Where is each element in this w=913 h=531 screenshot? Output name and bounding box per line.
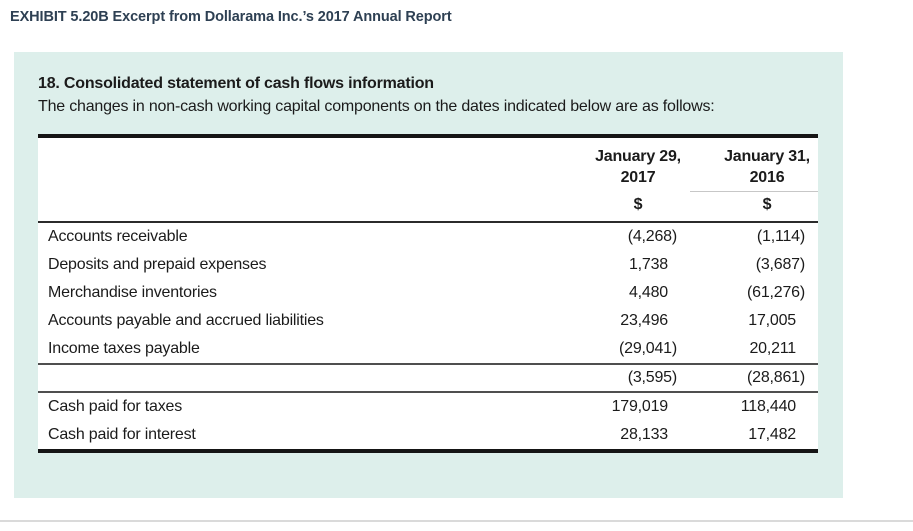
row-value-2016: 17,482 bbox=[748, 426, 796, 443]
total-row-label bbox=[38, 363, 560, 393]
row-value-2017: (4,268) bbox=[627, 228, 677, 245]
row-value-2017: 1,738 bbox=[628, 256, 668, 273]
column-header-2017-line1: January 29, bbox=[595, 148, 681, 166]
table-row-cash-paid-taxes: Cash paid for taxes 179,019 118,440 bbox=[38, 392, 818, 421]
total-value-2016: (28,861) bbox=[690, 363, 818, 393]
row-value-2017: 4,480 bbox=[628, 284, 668, 301]
row-value-2016: (3,687) bbox=[755, 256, 805, 273]
row-value-2016: (61,276) bbox=[747, 284, 805, 301]
total-value-2017: (3,595) bbox=[560, 363, 690, 393]
row-value-2017: 23,496 bbox=[620, 312, 668, 329]
column-header-2017: January 29, 2017 bbox=[560, 136, 690, 192]
row-value-2017: 28,133 bbox=[620, 426, 668, 443]
exhibit-panel: 18. Consolidated statement of cash flows… bbox=[14, 52, 843, 498]
header-row-units: $ $ bbox=[38, 191, 818, 223]
page-bottom-divider bbox=[0, 520, 913, 522]
column-header-2016-line1: January 31, bbox=[724, 148, 810, 165]
table-row-cash-paid-interest: Cash paid for interest 28,133 17,482 bbox=[38, 421, 818, 451]
row-label: Merchandise inventories bbox=[48, 284, 217, 301]
note-heading: 18. Consolidated statement of cash flows… bbox=[38, 75, 434, 92]
row-label: Deposits and prepaid expenses bbox=[48, 256, 267, 273]
row-label: Cash paid for taxes bbox=[48, 398, 183, 415]
row-value-2016: 17,005 bbox=[748, 312, 796, 329]
table-row-accounts-payable: Accounts payable and accrued liabilities… bbox=[38, 307, 818, 335]
row-value-2017: 179,019 bbox=[611, 398, 669, 415]
note-subheading: The changes in non-cash working capital … bbox=[38, 98, 715, 115]
column-header-2016: January 31, 2016 bbox=[690, 136, 818, 192]
column-header-2017-line2: 2017 bbox=[620, 169, 656, 187]
row-label: Cash paid for interest bbox=[48, 426, 196, 443]
row-value-2016: (1,114) bbox=[756, 228, 805, 245]
row-label: Income taxes payable bbox=[48, 340, 200, 357]
column-header-2016-line2: 2016 bbox=[749, 169, 785, 186]
dollar-sign-2017: $ bbox=[560, 191, 690, 223]
row-value-2016: 118,440 bbox=[740, 398, 796, 415]
row-value-2016: 20,211 bbox=[749, 340, 796, 357]
row-label: Accounts receivable bbox=[48, 228, 188, 245]
table-row-deposits-prepaid: Deposits and prepaid expenses 1,738 (3,6… bbox=[38, 251, 818, 279]
table-row-merchandise-inventories: Merchandise inventories 4,480 (61,276) bbox=[38, 279, 818, 307]
table-row-accounts-receivable: Accounts receivable (4,268) (1,114) bbox=[38, 222, 818, 251]
exhibit-title: EXHIBIT 5.20B Excerpt from Dollarama Inc… bbox=[10, 9, 452, 25]
header-label-spacer bbox=[38, 136, 560, 192]
row-value-2017: (29,041) bbox=[619, 340, 677, 357]
table-row-income-taxes-payable: Income taxes payable (29,041) 20,211 bbox=[38, 335, 818, 364]
cash-flow-table: January 29, 2017 January 31, 2016 $ $ Ac bbox=[38, 134, 818, 453]
unit-label-spacer bbox=[38, 191, 560, 223]
total-row: (3,595) (28,861) bbox=[38, 363, 818, 393]
header-row-dates: January 29, 2017 January 31, 2016 bbox=[38, 136, 818, 192]
row-label: Accounts payable and accrued liabilities bbox=[48, 312, 324, 329]
dollar-sign-2016: $ bbox=[690, 191, 818, 223]
